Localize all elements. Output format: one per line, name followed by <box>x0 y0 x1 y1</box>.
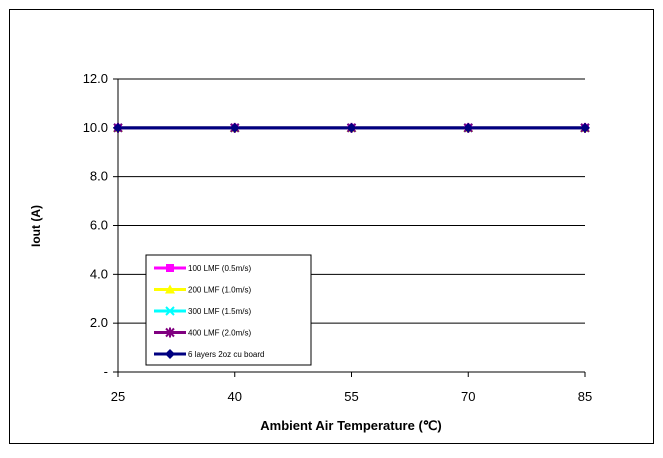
legend-swatch-marker-shape <box>165 306 175 316</box>
legend-swatch-marker-shape <box>165 284 175 294</box>
y-tick-label: 4.0 <box>90 266 108 281</box>
series-4-point-2-shape <box>346 122 357 133</box>
x-tick-label: 85 <box>578 389 592 404</box>
x-axis-title: Ambient Air Temperature (℃) <box>260 418 441 433</box>
series-4-point-4 <box>580 122 590 133</box>
legend-label: 6 layers 2oz cu board <box>188 350 265 359</box>
legend-swatch-marker-shape <box>165 349 175 359</box>
legend-item-0: 100 LMF (0.5m/s) <box>154 264 251 273</box>
legend-swatch-marker <box>165 327 175 338</box>
x-tick-label: 25 <box>111 389 125 404</box>
x-tick-label: 55 <box>344 389 358 404</box>
legend-swatch-marker <box>165 349 175 359</box>
x-tick-label: 70 <box>461 389 475 404</box>
axis-layer: - 2.0 4.0 6.0 8.0 10.0 12.0 25 40 55 70 85 <box>83 71 593 404</box>
y-tick-label: 6.0 <box>90 218 108 233</box>
y-tick-label: - <box>104 364 108 379</box>
series-4-point-0-shape <box>113 122 123 133</box>
legend-item-1: 200 LMF (1.0m/s) <box>154 284 251 295</box>
y-tick-label: 8.0 <box>90 169 108 184</box>
series-4-point-4-shape <box>580 122 590 133</box>
series-4-point-1 <box>229 122 240 133</box>
series-layer <box>113 122 590 133</box>
legend-label: 200 LMF (1.0m/s) <box>188 286 251 295</box>
legend-item-3: 400 LMF (2.0m/s) <box>154 327 251 338</box>
x-tick-label: 40 <box>228 389 242 404</box>
y-tick-label: 10.0 <box>83 120 108 135</box>
y-tick-label: 2.0 <box>90 315 108 330</box>
legend-swatch-marker <box>165 306 175 316</box>
y-tick-label: 12.0 <box>83 71 108 86</box>
legend: 100 LMF (0.5m/s) 200 LMF (1.0m/s) 300 LMF … <box>145 254 312 366</box>
legend-label: 300 LMF (1.5m/s) <box>188 307 251 316</box>
legend-swatch-marker <box>165 284 175 294</box>
legend-label: 400 LMF (2.0m/s) <box>188 329 251 338</box>
legend-swatch-marker-shape <box>166 264 174 272</box>
series-4-point-3 <box>463 122 474 133</box>
legend-label: 100 LMF (0.5m/s) <box>188 264 251 273</box>
legend-item-4: 6 layers 2oz cu board <box>154 349 265 359</box>
y-axis-title: Iout (A) <box>29 205 43 247</box>
series-4-point-0 <box>113 122 123 133</box>
series-4-point-1-shape <box>229 122 240 133</box>
series-4-point-3-shape <box>463 122 474 133</box>
legend-swatch-marker <box>166 264 174 272</box>
chart-frame <box>9 9 654 444</box>
legend-item-2: 300 LMF (1.5m/s) <box>154 306 251 316</box>
legend-swatch-marker-shape <box>165 327 175 338</box>
series-4-point-2 <box>346 122 357 133</box>
